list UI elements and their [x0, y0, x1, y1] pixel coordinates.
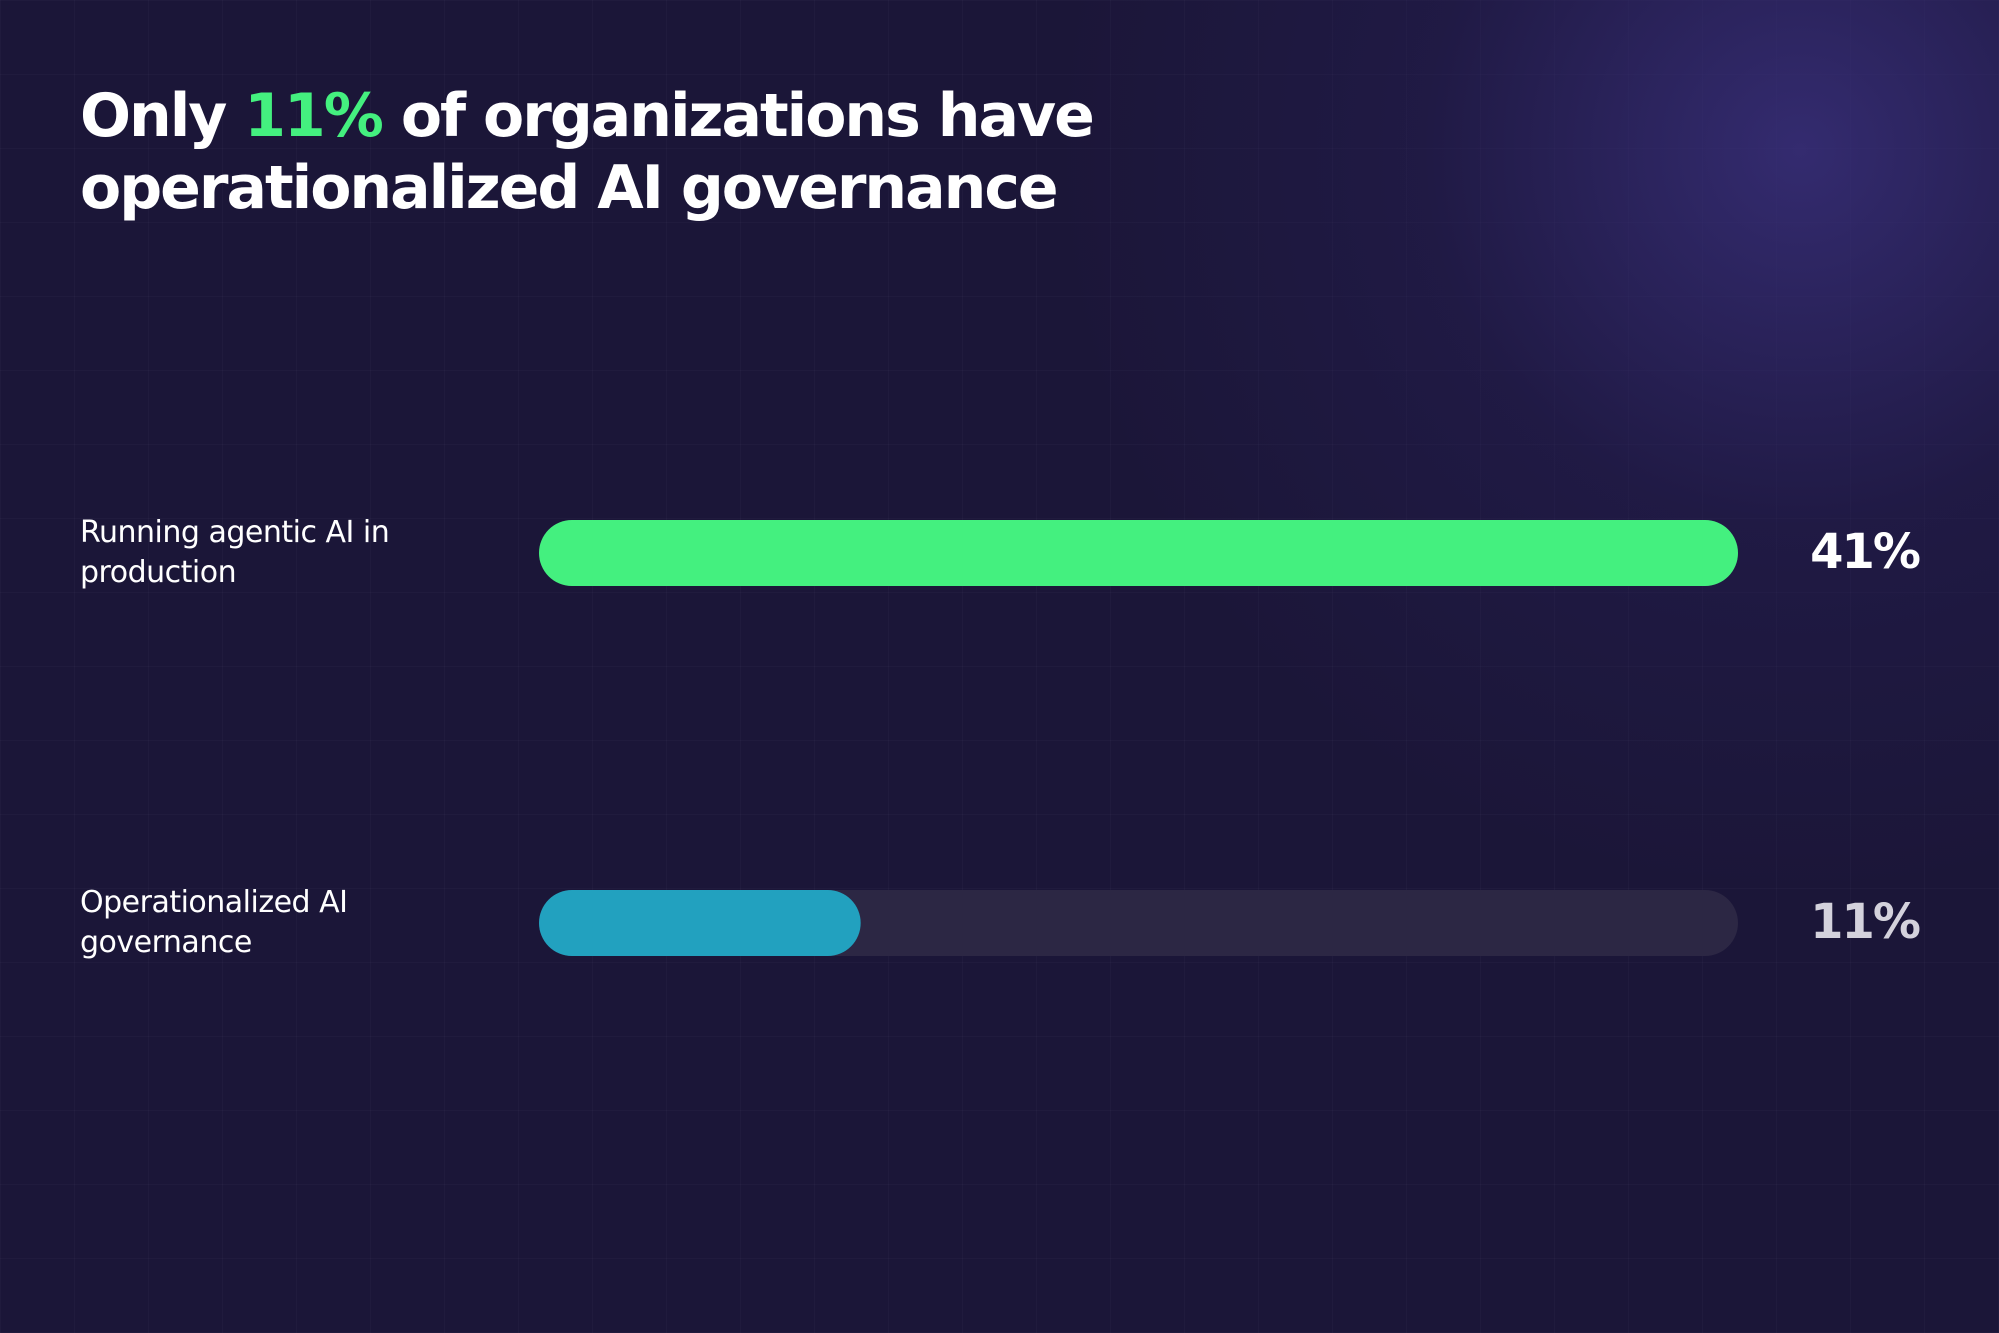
value-label: 11% [1810, 894, 1920, 950]
category-label: Running agentic AI in production [80, 515, 390, 590]
chart-title: Only 11% of organizations have operation… [80, 80, 1180, 224]
title-text: Only [80, 81, 227, 151]
title-highlight: 11% [244, 81, 384, 151]
value-label: 41% [1810, 524, 1920, 580]
title-text: of organizations have operationalized AI… [80, 81, 1095, 223]
bar [539, 520, 1738, 586]
bar [539, 890, 861, 956]
category-label: Operationalized AI governance [80, 885, 348, 960]
